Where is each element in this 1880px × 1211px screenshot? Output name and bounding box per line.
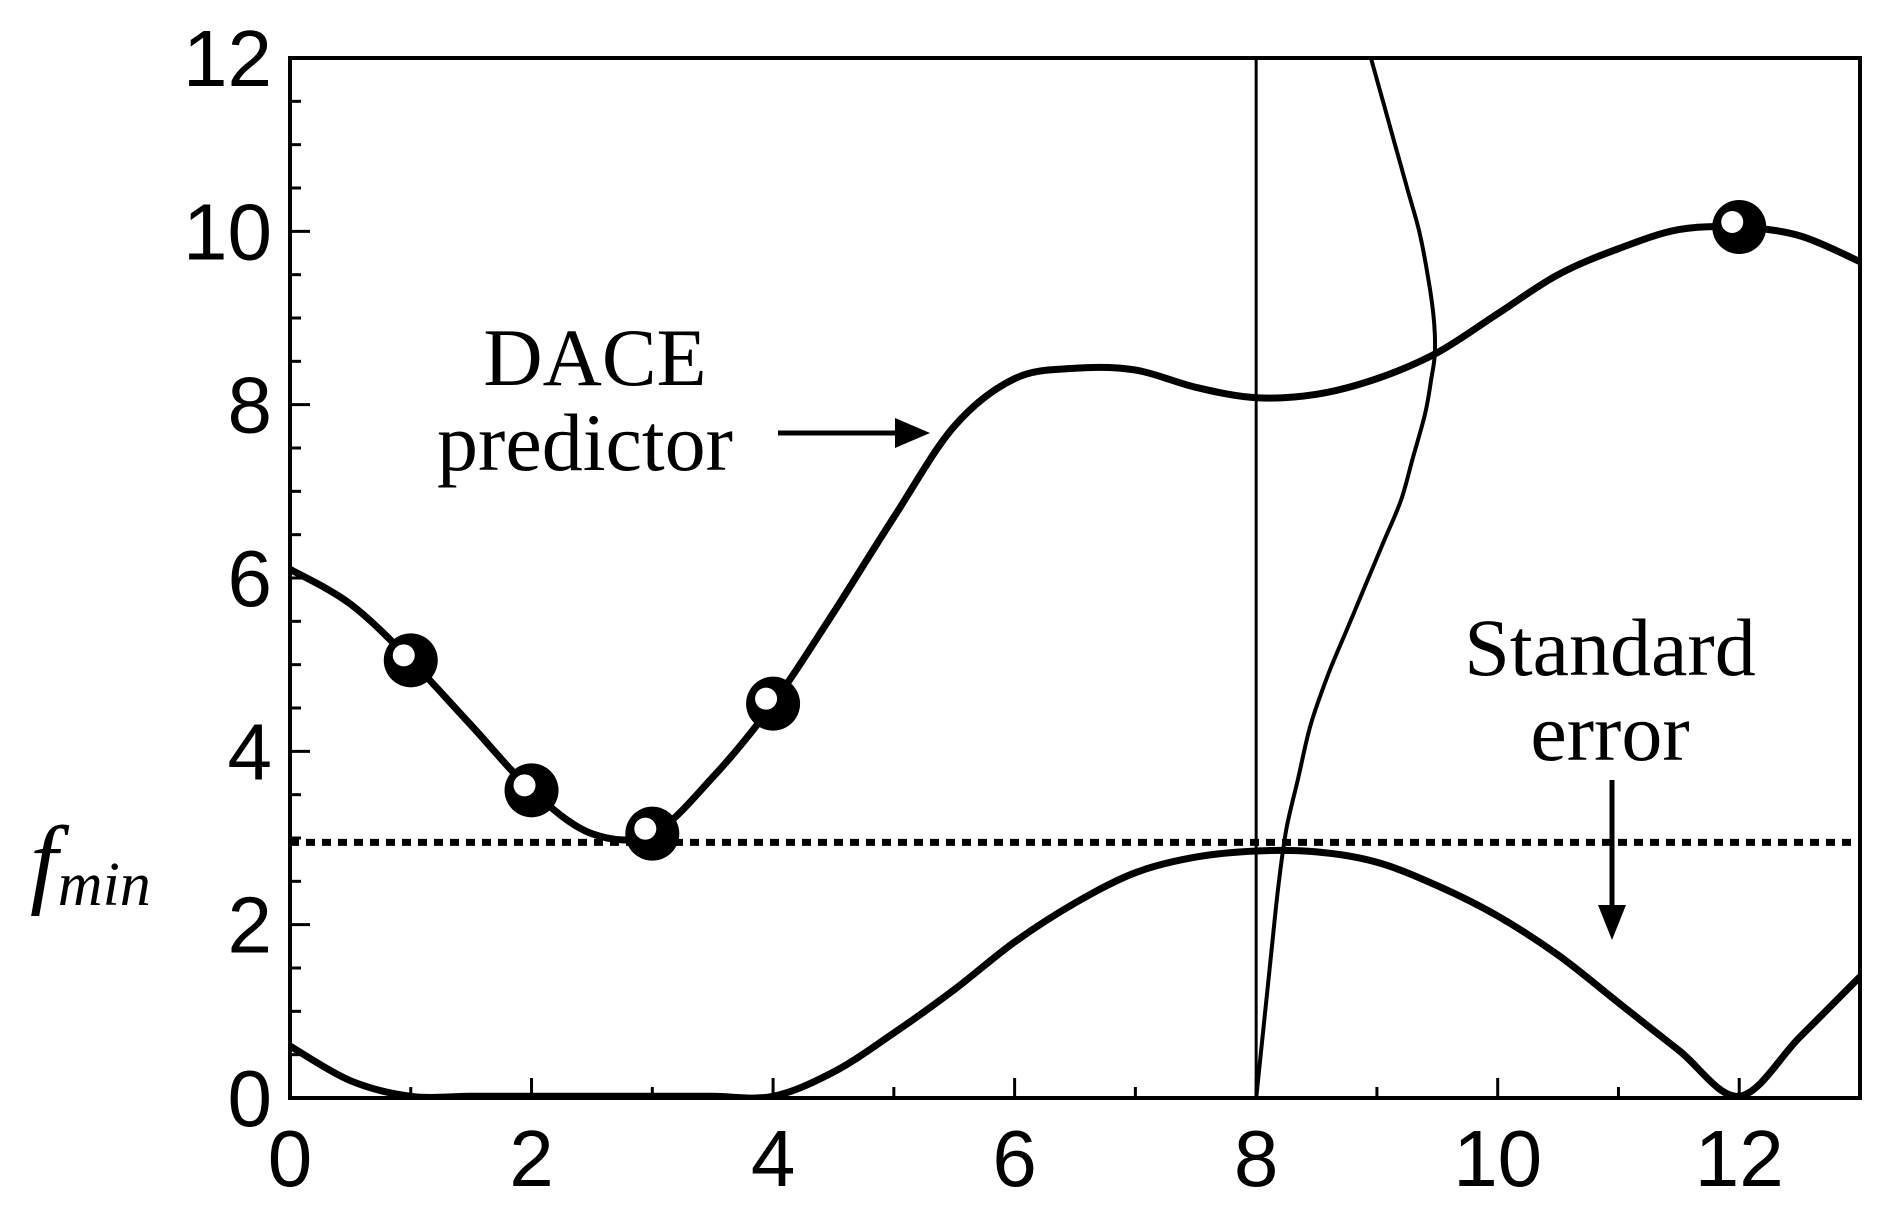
y-tick-label: 0 xyxy=(228,1054,273,1143)
fmin-label: fmin xyxy=(30,806,151,919)
x-tick-label: 10 xyxy=(1453,1114,1542,1203)
standard-error-line xyxy=(290,846,1860,1098)
density-curve-line xyxy=(1254,58,1438,1098)
plot-area xyxy=(288,56,1862,1100)
dace-label-line2: predictor xyxy=(437,397,733,488)
observation-point-highlight xyxy=(392,644,415,667)
se-label-line2: error xyxy=(1530,687,1689,778)
observation-point-highlight xyxy=(513,774,536,797)
x-tick-label: 8 xyxy=(1234,1114,1279,1203)
dace-label-line1: DACE xyxy=(483,312,706,403)
x-tick-label: 6 xyxy=(992,1114,1037,1203)
x-tick-label: 12 xyxy=(1695,1114,1784,1203)
y-tick-label: 2 xyxy=(228,881,273,970)
x-axis: 0 2 4 6 8 10 12 xyxy=(268,1078,1862,1203)
observation-point-highlight xyxy=(755,687,778,710)
x-tick-label: 4 xyxy=(751,1114,796,1203)
se-arrow-head xyxy=(1598,905,1626,940)
dace-arrow-head xyxy=(895,418,930,448)
fmin-label-sub: min xyxy=(58,851,151,919)
x-tick-label: 0 xyxy=(268,1114,313,1203)
y-tick-label: 8 xyxy=(228,361,273,450)
y-tick-label: 6 xyxy=(228,534,273,623)
y-tick-label: 12 xyxy=(183,14,272,103)
y-tick-label: 4 xyxy=(228,707,273,796)
observation-point-highlight xyxy=(1721,211,1744,233)
se-label-line1: Standard xyxy=(1464,602,1755,693)
observation-point-highlight xyxy=(634,817,657,840)
y-tick-label: 10 xyxy=(183,187,272,276)
y-axis: 0 2 4 6 8 10 12 xyxy=(183,14,310,1143)
plot-frame xyxy=(288,56,1862,1100)
x-tick-label: 2 xyxy=(509,1114,554,1203)
